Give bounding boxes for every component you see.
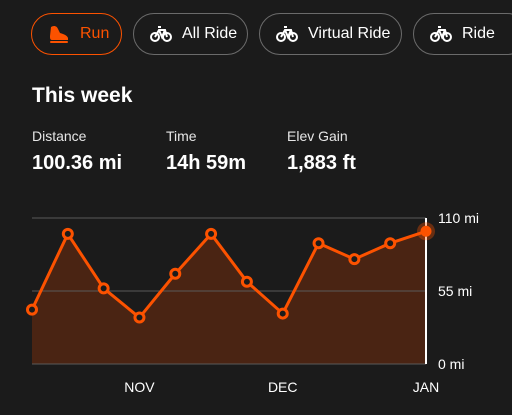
filter-ride-label: Ride [462, 25, 495, 42]
activity-filter-bar: Run All Ride Virtual Ride [0, 0, 512, 70]
data-point [61, 227, 74, 240]
x-tick-label: JAN [413, 379, 439, 395]
data-point [240, 275, 253, 288]
stat-elev-gain-value: 1,883 ft [287, 152, 356, 174]
filter-all-ride-label: All Ride [182, 25, 238, 42]
bicycle-icon [276, 25, 298, 43]
x-tick-label: NOV [124, 379, 155, 395]
filter-run-label: Run [80, 25, 110, 42]
stat-time-value: 14h 59m [166, 152, 247, 174]
stat-time-label: Time [166, 128, 197, 144]
series-line [30, 229, 427, 320]
y-tick-label: 0 mi [438, 356, 464, 372]
area-fill [32, 231, 426, 364]
filter-run[interactable]: Run [31, 13, 122, 55]
filter-all-ride[interactable]: All Ride [133, 13, 248, 55]
data-point [133, 311, 146, 324]
section-title: This week [32, 84, 133, 107]
data-point [384, 237, 397, 250]
x-tick-label: DEC [268, 379, 298, 395]
data-point [26, 303, 38, 316]
weekly-distance-chart: 110 mi 55 mi 0 mi NOV DEC JAN [26, 210, 479, 395]
stat-distance-label: Distance [32, 128, 87, 144]
filter-virtual-ride-label: Virtual Ride [308, 25, 391, 42]
data-point [348, 253, 361, 266]
data-point [97, 282, 110, 295]
data-point [205, 227, 218, 240]
stat-elev-gain-label: Elev Gain [287, 128, 348, 144]
data-point [169, 267, 182, 280]
stat-time: Time 14h 59m [166, 128, 246, 175]
data-point [420, 225, 432, 237]
stat-distance-value: 100.36 mi [32, 152, 123, 174]
y-tick-label: 110 mi [438, 210, 479, 226]
stat-distance: Distance 100.36 mi [32, 128, 122, 175]
filter-ride[interactable]: Ride [413, 13, 512, 55]
stat-elev-gain: Elev Gain 1,883 ft [287, 128, 356, 175]
y-tick-label: 55 mi [438, 283, 472, 299]
bicycle-icon [430, 25, 452, 43]
shoe-icon [48, 23, 70, 45]
filter-virtual-ride[interactable]: Virtual Ride [259, 13, 402, 55]
bicycle-icon [150, 25, 172, 43]
data-point [276, 307, 289, 320]
data-point [312, 237, 325, 250]
